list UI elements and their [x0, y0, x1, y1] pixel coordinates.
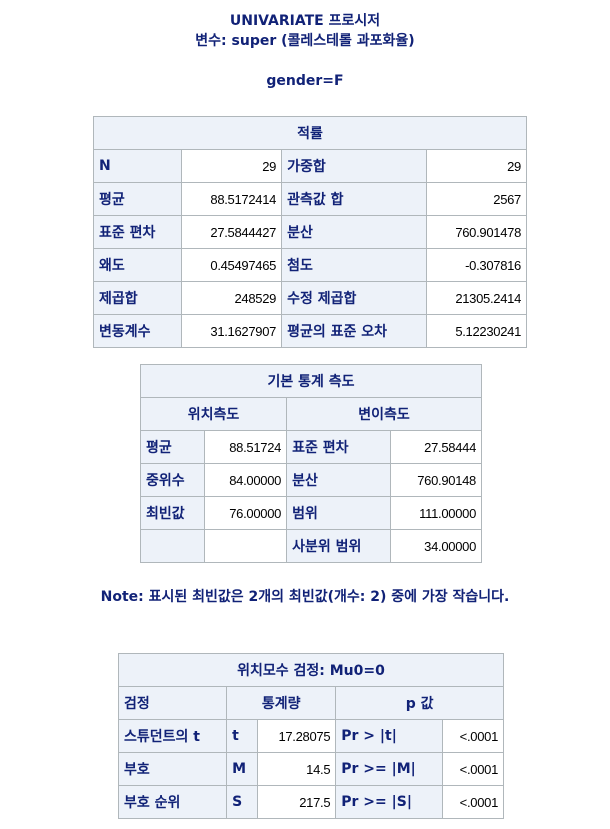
cell-value: 21305.2414	[425, 281, 528, 315]
table-row: 부호 M 14.5 Pr >= |M| <.0001	[117, 752, 505, 786]
statistic-symbol: M	[226, 752, 259, 786]
table-row: 평균 88.51724 표준 편차 27.58444	[139, 430, 482, 464]
table-row: 사분위 범위 34.00000	[139, 529, 482, 563]
moments-table: 적률 N 29 가중합 29 평균 88.5172414 관측값 합 2567 …	[93, 116, 528, 348]
location-tests-title: 위치모수 검정: Mu0=0	[118, 653, 504, 687]
cell-value: <.0001	[441, 785, 505, 819]
cell-value: 5.12230241	[425, 314, 528, 348]
by-group-label: gender=F	[266, 73, 344, 89]
cell-value	[204, 529, 288, 563]
row-label: 표준 편차	[286, 430, 392, 464]
table-row: 부호 순위 S 217.5 Pr >= |S| <.0001	[117, 785, 505, 819]
pvalue-label: Pr >= |M|	[335, 752, 443, 786]
row-label	[139, 529, 206, 563]
row-label: 왜도	[93, 248, 182, 282]
test-header: 검정	[117, 686, 228, 720]
cell-value: 76.00000	[204, 496, 288, 530]
cell-value: 27.58444	[390, 430, 482, 464]
pvalue-label: Pr >= |S|	[335, 785, 443, 819]
table-row: 평균 88.5172414 관측값 합 2567	[93, 182, 528, 216]
moments-title: 적률	[93, 116, 527, 150]
row-label: 범위	[286, 496, 392, 530]
cell-value: 29	[180, 149, 283, 183]
basic-stats-table: 기본 통계 측도 위치측도 변이측도 평균 88.51724 표준 편차 27.…	[139, 364, 482, 563]
cell-value: 2567	[425, 182, 528, 216]
cell-value: 111.00000	[390, 496, 482, 530]
row-label: 표준 편차	[93, 215, 182, 249]
cell-value: 217.5	[257, 785, 337, 819]
table-row: 제곱합 248529 수정 제곱합 21305.2414	[93, 281, 528, 315]
cell-value: 248529	[180, 281, 283, 315]
row-label: 평균	[139, 430, 206, 464]
location-header: 위치측도	[139, 397, 288, 431]
cell-value: <.0001	[441, 719, 505, 753]
row-label: N	[93, 149, 182, 183]
pvalue-label: Pr > |t|	[335, 719, 443, 753]
variable-label: 변수: super (콜레스테롤 과포화율)	[195, 33, 415, 49]
row-label: 부호 순위	[117, 785, 228, 819]
table-row: 표준 편차 27.5844427 분산 760.901478	[93, 215, 528, 249]
mode-note: Note: 표시된 최빈값은 2개의 최빈값(개수: 2) 중에 가장 작습니다…	[100, 589, 510, 605]
row-label: 최빈값	[139, 496, 206, 530]
row-label: 사분위 범위	[286, 529, 392, 563]
cell-value: 760.90148	[390, 463, 482, 497]
cell-value: 14.5	[257, 752, 337, 786]
statistic-header: 통계량	[226, 686, 337, 720]
statistic-symbol: S	[226, 785, 259, 819]
row-label: 관측값 합	[281, 182, 427, 216]
cell-value: <.0001	[441, 752, 505, 786]
row-label: 분산	[286, 463, 392, 497]
procedure-title: UNIVARIATE 프로시저	[229, 13, 381, 29]
cell-value: 17.28075	[257, 719, 337, 753]
location-tests-table: 위치모수 검정: Mu0=0 검정 통계량 p 값 스튜던트의 t t 17.2…	[117, 653, 505, 819]
row-label: 첨도	[281, 248, 427, 282]
row-label: 제곱합	[93, 281, 182, 315]
table-row: 스튜던트의 t t 17.28075 Pr > |t| <.0001	[117, 719, 505, 753]
variability-header: 변이측도	[286, 397, 482, 431]
cell-value: 0.45497465	[180, 248, 283, 282]
cell-value: -0.307816	[425, 248, 528, 282]
pvalue-header: p 값	[335, 686, 504, 720]
row-label: 평균의 표준 오차	[281, 314, 427, 348]
cell-value: 760.901478	[425, 215, 528, 249]
statistic-symbol: t	[226, 719, 259, 753]
table-row: 중위수 84.00000 분산 760.90148	[139, 463, 482, 497]
row-label: 부호	[117, 752, 228, 786]
table-row: 왜도 0.45497465 첨도 -0.307816	[93, 248, 528, 282]
row-label: 분산	[281, 215, 427, 249]
row-label: 중위수	[139, 463, 206, 497]
cell-value: 34.00000	[390, 529, 482, 563]
table-row: 최빈값 76.00000 범위 111.00000	[139, 496, 482, 530]
table-row: 변동계수 31.1627907 평균의 표준 오차 5.12230241	[93, 314, 528, 348]
cell-value: 88.5172414	[180, 182, 283, 216]
cell-value: 29	[425, 149, 528, 183]
cell-value: 88.51724	[204, 430, 288, 464]
basic-stats-title: 기본 통계 측도	[140, 364, 482, 398]
row-label: 수정 제곱합	[281, 281, 427, 315]
cell-value: 84.00000	[204, 463, 288, 497]
row-label: 스튜던트의 t	[117, 719, 228, 753]
table-row: N 29 가중합 29	[93, 149, 528, 183]
row-label: 가중합	[281, 149, 427, 183]
cell-value: 27.5844427	[180, 215, 283, 249]
row-label: 변동계수	[93, 314, 182, 348]
cell-value: 31.1627907	[180, 314, 283, 348]
row-label: 평균	[93, 182, 182, 216]
